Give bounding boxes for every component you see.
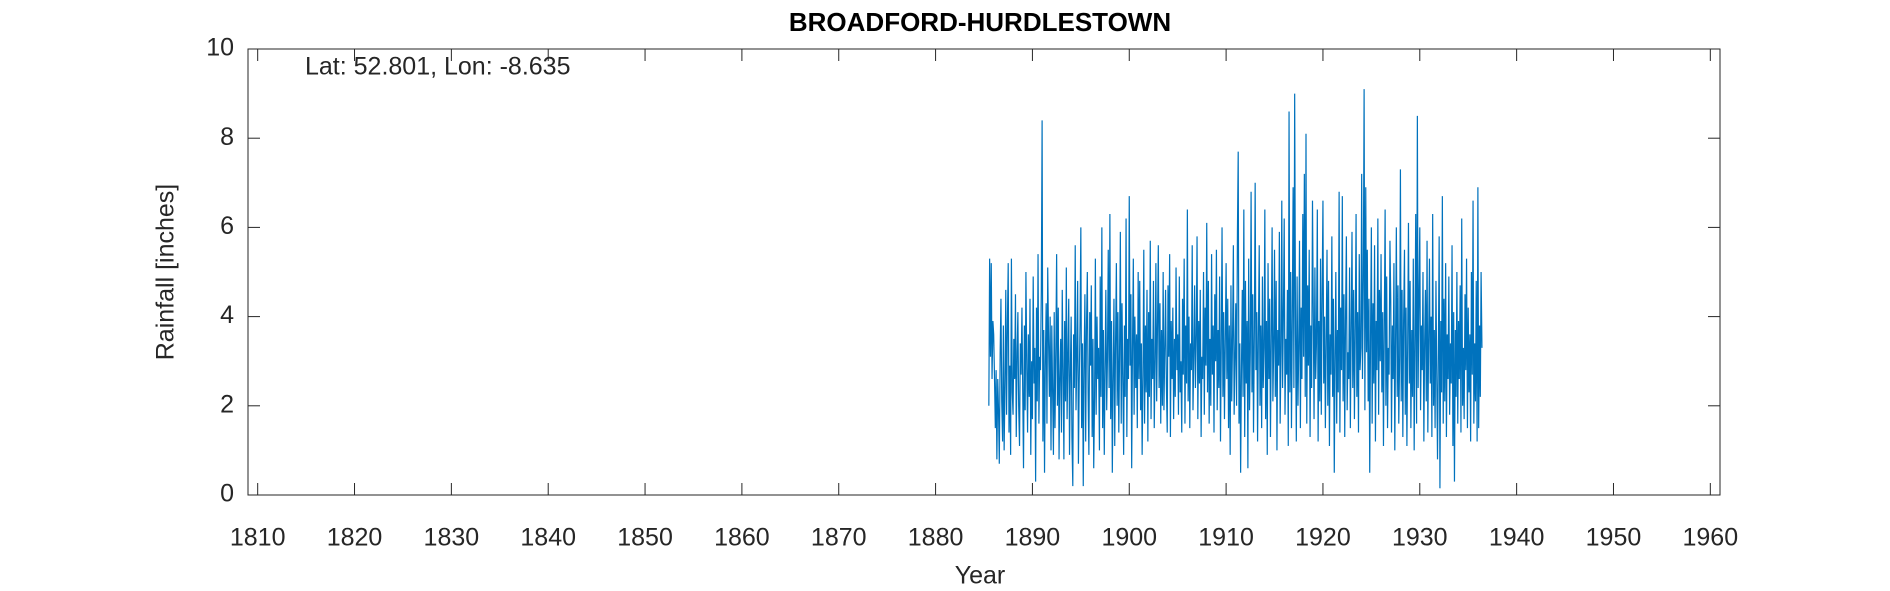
x-tick-label: 1900: [1101, 524, 1157, 552]
annotation: Lat: 52.801, Lon: -8.635: [305, 53, 571, 81]
x-axis-label: Year: [955, 562, 1006, 590]
x-tick-label: 1860: [714, 524, 770, 552]
x-tick-label: 1890: [1005, 524, 1061, 552]
y-tick-label: 0: [220, 480, 234, 508]
y-tick-label: 10: [206, 34, 234, 62]
x-tick-label: 1940: [1489, 524, 1545, 552]
x-tick-label: 1880: [908, 524, 964, 552]
x-tick-label: 1960: [1683, 524, 1739, 552]
x-tick-label: 1950: [1586, 524, 1642, 552]
chart-title: BROADFORD-HURDLESTOWN: [789, 7, 1171, 37]
y-tick-label: 6: [220, 212, 234, 240]
x-tick-label: 1840: [520, 524, 576, 552]
x-tick-label: 1870: [811, 524, 867, 552]
x-tick-label: 1830: [424, 524, 480, 552]
x-tick-label: 1930: [1392, 524, 1448, 552]
y-tick-label: 2: [220, 390, 234, 418]
x-tick-label: 1920: [1295, 524, 1351, 552]
y-axis-label: Rainfall [inches]: [152, 184, 180, 360]
x-tick-label: 1810: [230, 524, 286, 552]
rainfall-line: [988, 89, 1483, 489]
x-tick-label: 1820: [327, 524, 383, 552]
plot-area: [247, 48, 1721, 496]
y-tick-label: 8: [220, 123, 234, 151]
y-tick-label: 4: [220, 301, 234, 329]
x-tick-label: 1850: [617, 524, 673, 552]
x-tick-label: 1910: [1198, 524, 1254, 552]
